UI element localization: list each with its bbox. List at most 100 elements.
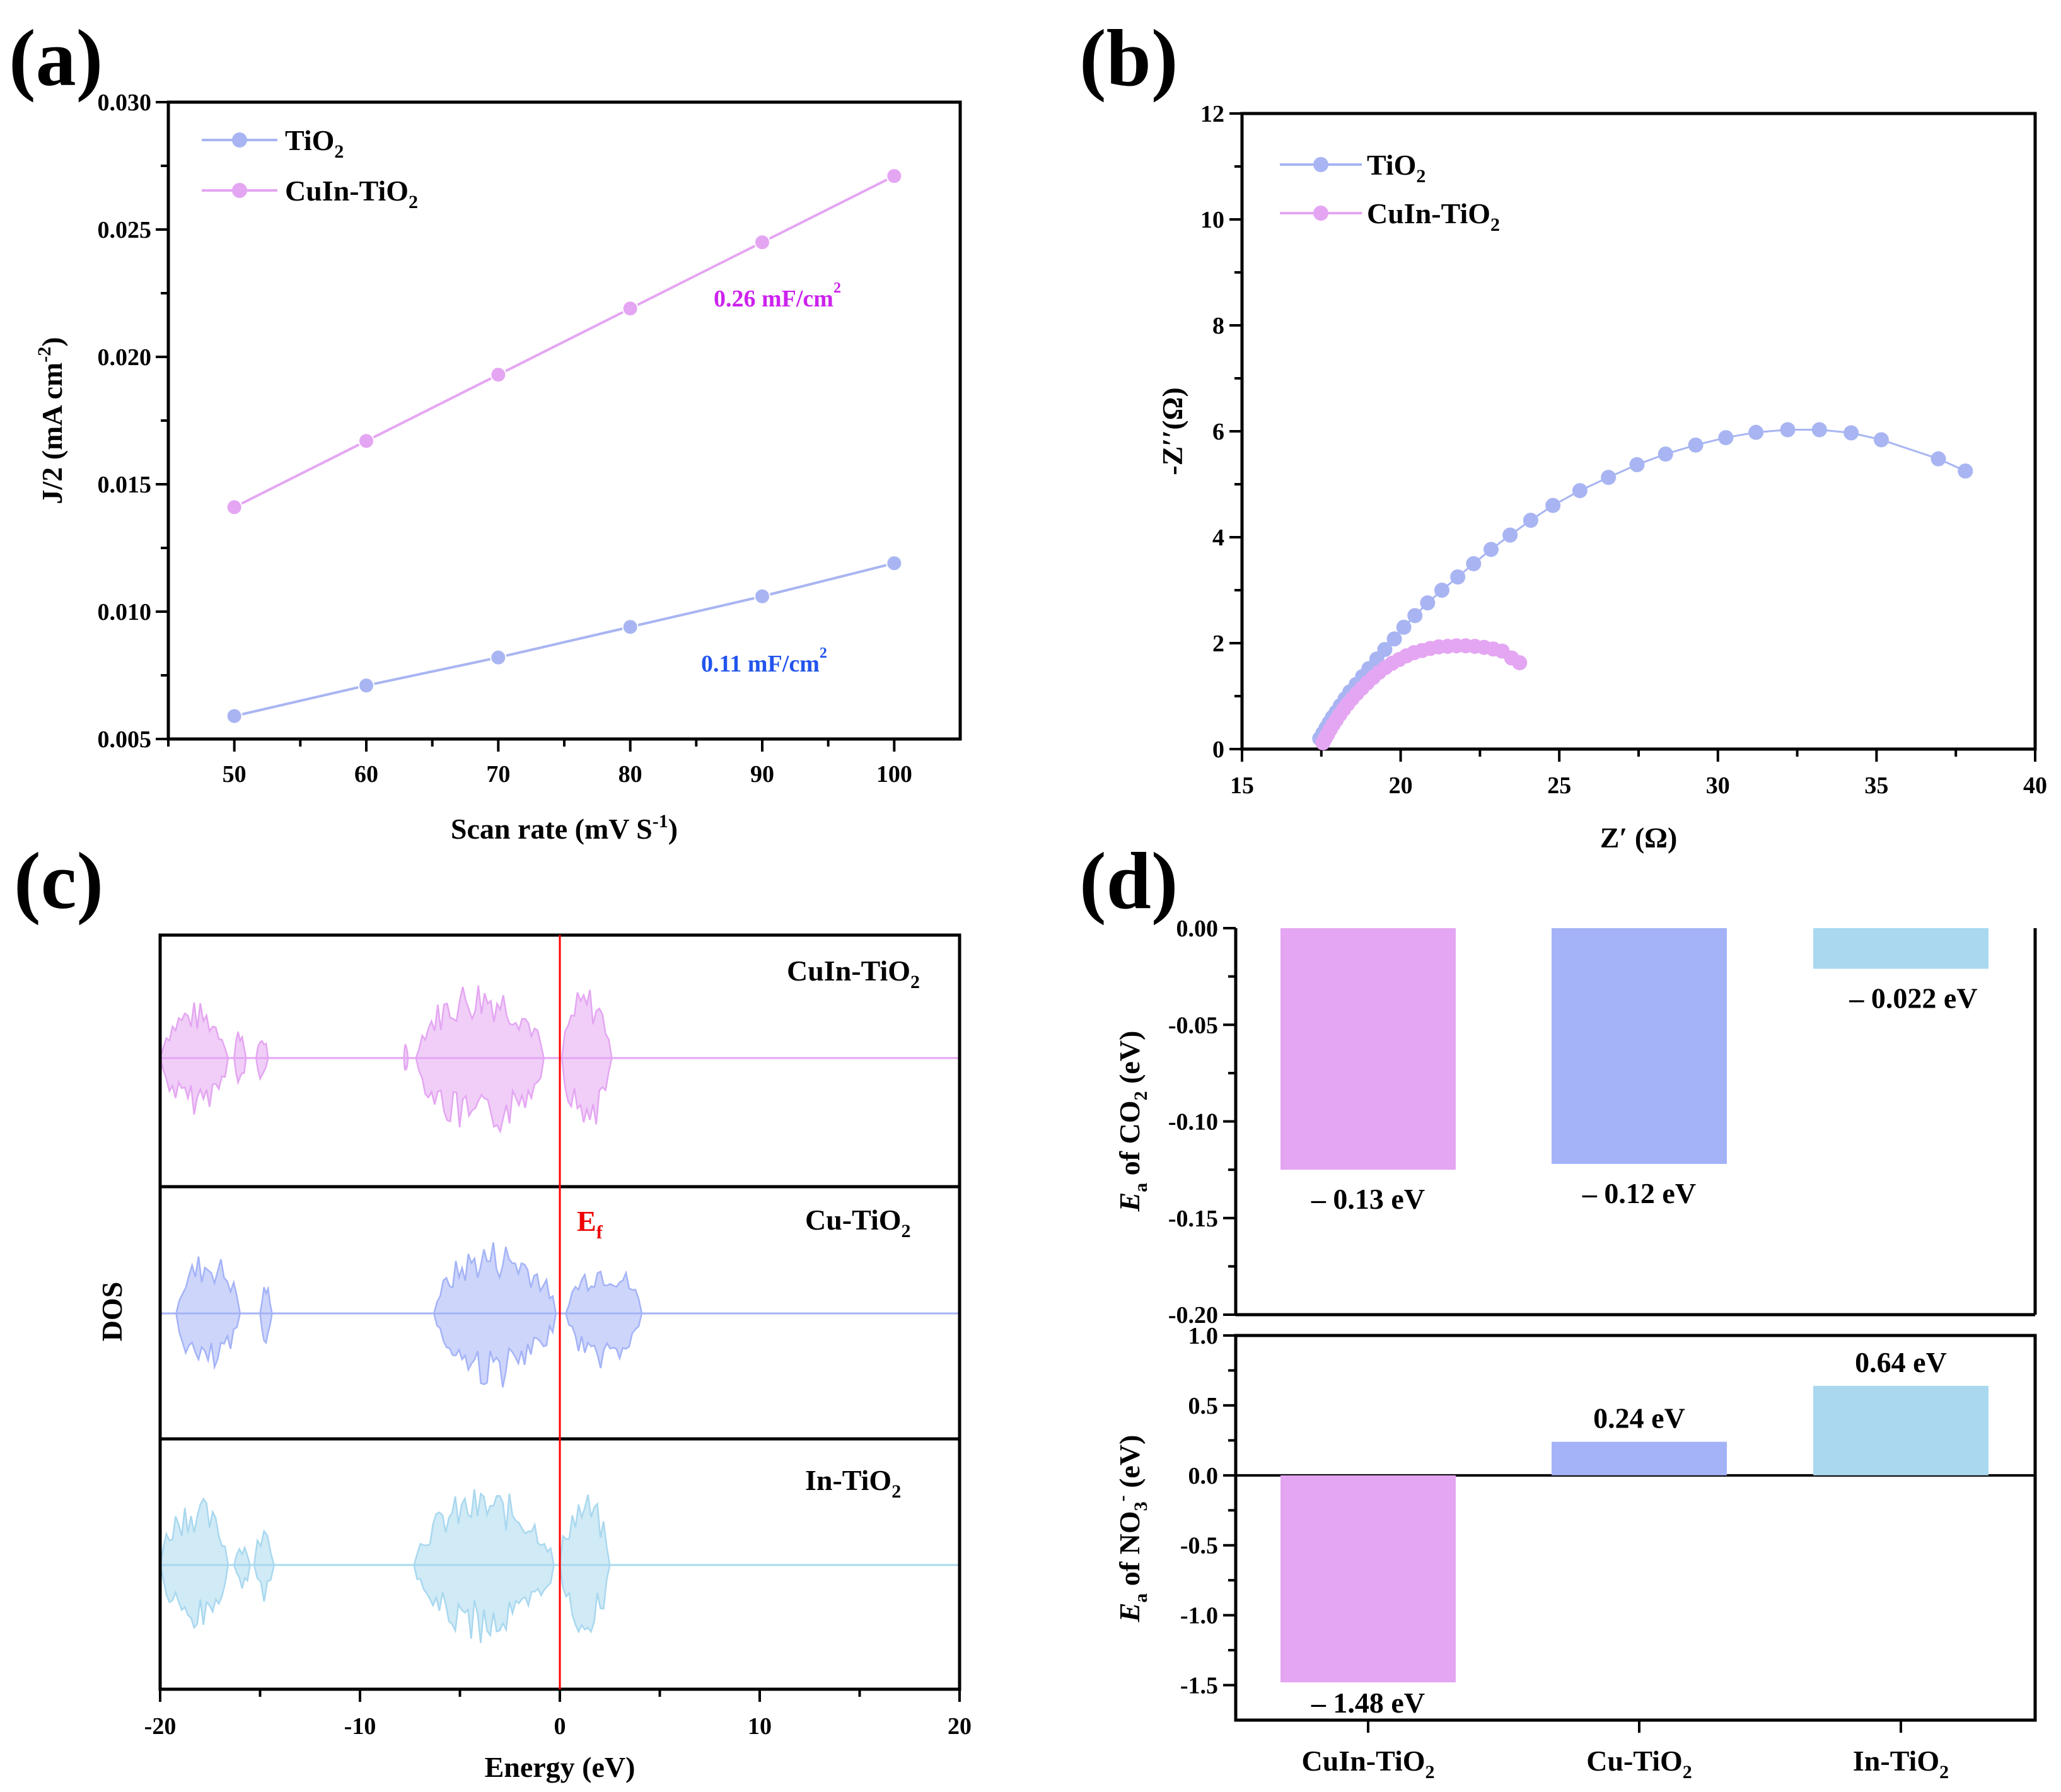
bar-top-0 (1280, 928, 1456, 1170)
legend-label-cuin: CuIn-TiO2 (1367, 197, 1500, 235)
top-y-tick-label: -0.05 (1168, 1012, 1218, 1039)
x-tick-label: 35 (1864, 772, 1888, 799)
panel-b: (b) 15 20 25 30 35 40 0 2 4 6 8 10 12 TiO2 CuIn-TiO2… (1079, 13, 2047, 854)
panel-b-axes-frame (1240, 112, 2037, 751)
data-point (754, 588, 770, 605)
data-point (886, 168, 903, 185)
dos-label-cu-tio2: Cu-TiO2 (805, 1204, 911, 1242)
data-point (1377, 642, 1393, 658)
top-y-tick-label: -0.10 (1168, 1109, 1218, 1136)
dos-band-cu-tio2 (175, 1256, 241, 1371)
bottom-y-tick-label: 1.0 (1188, 1323, 1219, 1349)
data-point (1930, 451, 1946, 467)
panel-c-xlabel: Energy (eV) (485, 1751, 636, 1783)
bottom-y-tick-label: -1.0 (1180, 1603, 1218, 1629)
x-tick-label: 15 (1230, 772, 1254, 799)
y-tick-label: 12 (1200, 101, 1224, 127)
x-tick-label: 100 (876, 761, 912, 788)
legend-marker-tio2 (1313, 157, 1328, 172)
x-tick-label: 70 (486, 761, 510, 788)
data-point (1718, 430, 1734, 446)
x-tick-label: 50 (223, 761, 247, 788)
category-label: In-TiO2 (1853, 1745, 1949, 1783)
data-point (1545, 497, 1561, 513)
data-point (1450, 569, 1466, 585)
data-point (622, 619, 639, 636)
bottom-y-tick-label: 0.0 (1188, 1463, 1219, 1489)
y-tick-label: 0.020 (98, 344, 152, 371)
x-tick-label: 10 (748, 1713, 772, 1740)
data-point (226, 499, 243, 516)
panel-b-ylabel: -Z′′(Ω) (1156, 387, 1188, 475)
y-tick-label: 2 (1212, 631, 1224, 657)
y-tick-label: 0.015 (98, 472, 152, 498)
series-line-cuin-tio2 (233, 175, 895, 509)
panel-d-top-ylabel: Ea of CO2 (eV) (1113, 1031, 1151, 1213)
data-point (358, 677, 374, 694)
panel-b-xlabel: Z′ (Ω) (1600, 822, 1678, 854)
data-point (1572, 483, 1588, 499)
bottom-y-tick-label: 0.5 (1188, 1393, 1219, 1419)
bar-label-bottom: 0.24 eV (1593, 1402, 1685, 1434)
dos-band-in-tio2 (233, 1545, 251, 1589)
data-point (1688, 437, 1704, 453)
y-tick-label: 0 (1212, 736, 1224, 763)
panel-c-label: (c) (14, 836, 103, 926)
y-tick-label: 0.030 (98, 90, 152, 116)
dos-band-in-tio2 (159, 1497, 229, 1629)
data-point (886, 555, 903, 572)
y-tick-label: 10 (1200, 207, 1224, 233)
y-tick-label: 0.010 (98, 599, 152, 625)
dos-band-in-tio2 (559, 1494, 611, 1634)
data-point (490, 366, 507, 383)
data-point (358, 433, 374, 450)
data-point (1523, 513, 1538, 528)
y-tick-label: 8 (1212, 313, 1224, 339)
bar-label-top: – 0.022 eV (1849, 982, 1977, 1014)
panel-a-legend: TiO2 CuIn-TiO2 (202, 124, 418, 212)
data-point (1407, 608, 1423, 624)
dos-band-cu-tio2 (259, 1285, 273, 1345)
x-tick-label: 0 (554, 1713, 566, 1740)
dos-label-in-tio2: In-TiO2 (805, 1464, 901, 1502)
bar-top-2 (1813, 928, 1988, 969)
x-tick-label: 40 (2023, 772, 2047, 799)
bar-top-1 (1552, 928, 1727, 1164)
series-line-tio2 (1318, 428, 1966, 739)
data-point (1780, 422, 1796, 438)
panel-d-label: (d) (1079, 836, 1178, 926)
x-tick-label: 20 (1389, 772, 1413, 799)
x-tick-label: 30 (1706, 772, 1730, 799)
fermi-level-label: Ef (577, 1205, 603, 1243)
panel-d: (d) – 0.13 eV – 1.48 eV – 0.12 eV 0.24 eV – … (1079, 836, 2037, 1783)
data-point (226, 707, 243, 724)
legend-marker-tio2 (232, 132, 247, 148)
legend-label-tio2: TiO2 (1367, 149, 1425, 187)
data-point (1748, 424, 1764, 440)
dos-band-cuin-tio2 (560, 989, 613, 1125)
category-label: Cu-TiO2 (1586, 1745, 1692, 1783)
panel-c: (c) Ef CuIn-TiO2 Cu-TiO2 In-TiO2 -20 -10 0… (14, 836, 972, 1783)
data-point (1629, 457, 1645, 472)
bar-bottom-2 (1813, 1385, 1988, 1475)
x-tick-label: 20 (948, 1713, 972, 1740)
panel-a-ylabel: J/2 (mA cm-2) (34, 337, 68, 504)
data-point (1502, 527, 1518, 543)
panel-b-label: (b) (1079, 13, 1178, 103)
panel-c-ylabel: DOS (96, 1282, 128, 1342)
data-point (1873, 432, 1889, 448)
panel-a-xlabel: Scan rate (mV S-1) (451, 811, 678, 845)
panel-a: (a) 50 60 70 80 90 100 0.005 0.010 0.015 0.020 0.0… (9, 13, 962, 845)
capacitance-tio2-annotation: 0.11 mF/cm2 (701, 645, 827, 677)
dos-band-in-tio2 (413, 1489, 555, 1643)
data-point (754, 234, 770, 251)
dos-band-cuin-tio2 (415, 985, 545, 1134)
bar-label-top: – 0.13 eV (1311, 1183, 1425, 1215)
x-tick-label: 25 (1547, 772, 1571, 799)
legend-marker-cuin (232, 183, 247, 198)
data-point (1483, 542, 1499, 557)
capacitance-cuin-annotation: 0.26 mF/cm2 (714, 280, 841, 312)
y-tick-label: 6 (1212, 419, 1224, 445)
data-point (490, 649, 507, 666)
